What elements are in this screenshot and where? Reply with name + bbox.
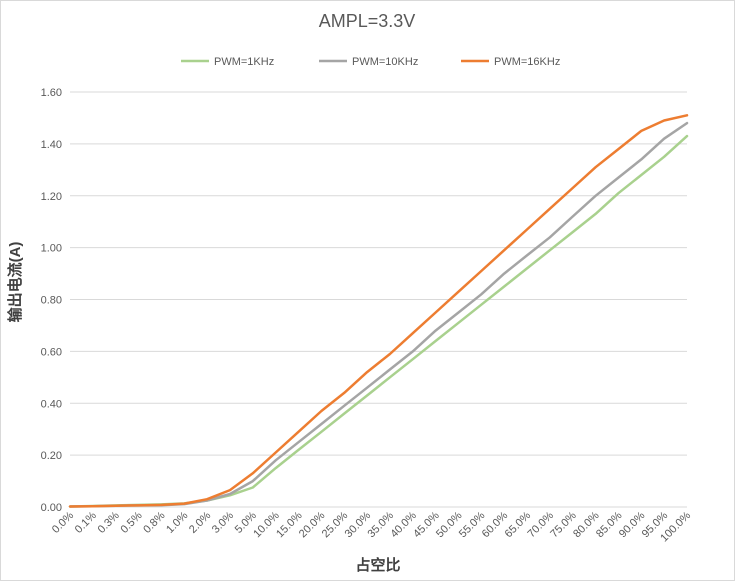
y-tick-label: 0.20 — [41, 450, 62, 462]
legend-label: PWM=1KHz — [214, 56, 274, 68]
x-tick-label: 1.0% — [164, 509, 190, 535]
legend: PWM=1KHz PWM=10KHz PWM=16KHz — [181, 56, 560, 68]
y-tick-label: 0.60 — [41, 346, 62, 358]
chart-title: AMPL=3.3V — [319, 11, 416, 31]
gridlines — [70, 91, 687, 508]
y-tick-label: 1.40 — [41, 139, 62, 151]
x-tick-label: 0.5% — [118, 509, 144, 535]
series-line-1 — [68, 134, 689, 508]
legend-label: PWM=10KHz — [352, 56, 418, 68]
y-tick-label: 0.00 — [41, 502, 62, 514]
series-line-3 — [68, 114, 689, 508]
x-tick-label: 0.3% — [96, 509, 122, 535]
y-tick-label: 0.40 — [41, 398, 62, 410]
series-lines — [68, 114, 689, 508]
y-tick-label: 1.20 — [41, 191, 62, 203]
x-axis-title: 占空比 — [355, 556, 400, 574]
y-tick-label: 0.80 — [41, 295, 62, 307]
x-tick-label: 3.0% — [210, 509, 236, 535]
legend-label: PWM=16KHz — [494, 56, 560, 68]
series-line-2 — [68, 121, 689, 508]
y-axis-tick-labels: 0.00 0.20 0.40 0.60 0.80 1.00 1.20 1.40 1.60 — [41, 87, 62, 514]
x-axis-tick-labels: 0.0%0.1%0.3%0.5%0.8%1.0%2.0%3.0%5.0%10.0… — [50, 509, 693, 544]
x-tick-label: 0.8% — [141, 509, 167, 535]
y-axis-title: 输出电流(A) — [6, 242, 24, 323]
x-tick-label: 0.1% — [73, 509, 99, 535]
y-tick-label: 1.00 — [41, 243, 62, 255]
y-tick-label: 1.60 — [41, 87, 62, 99]
x-tick-label: 2.0% — [187, 509, 213, 535]
